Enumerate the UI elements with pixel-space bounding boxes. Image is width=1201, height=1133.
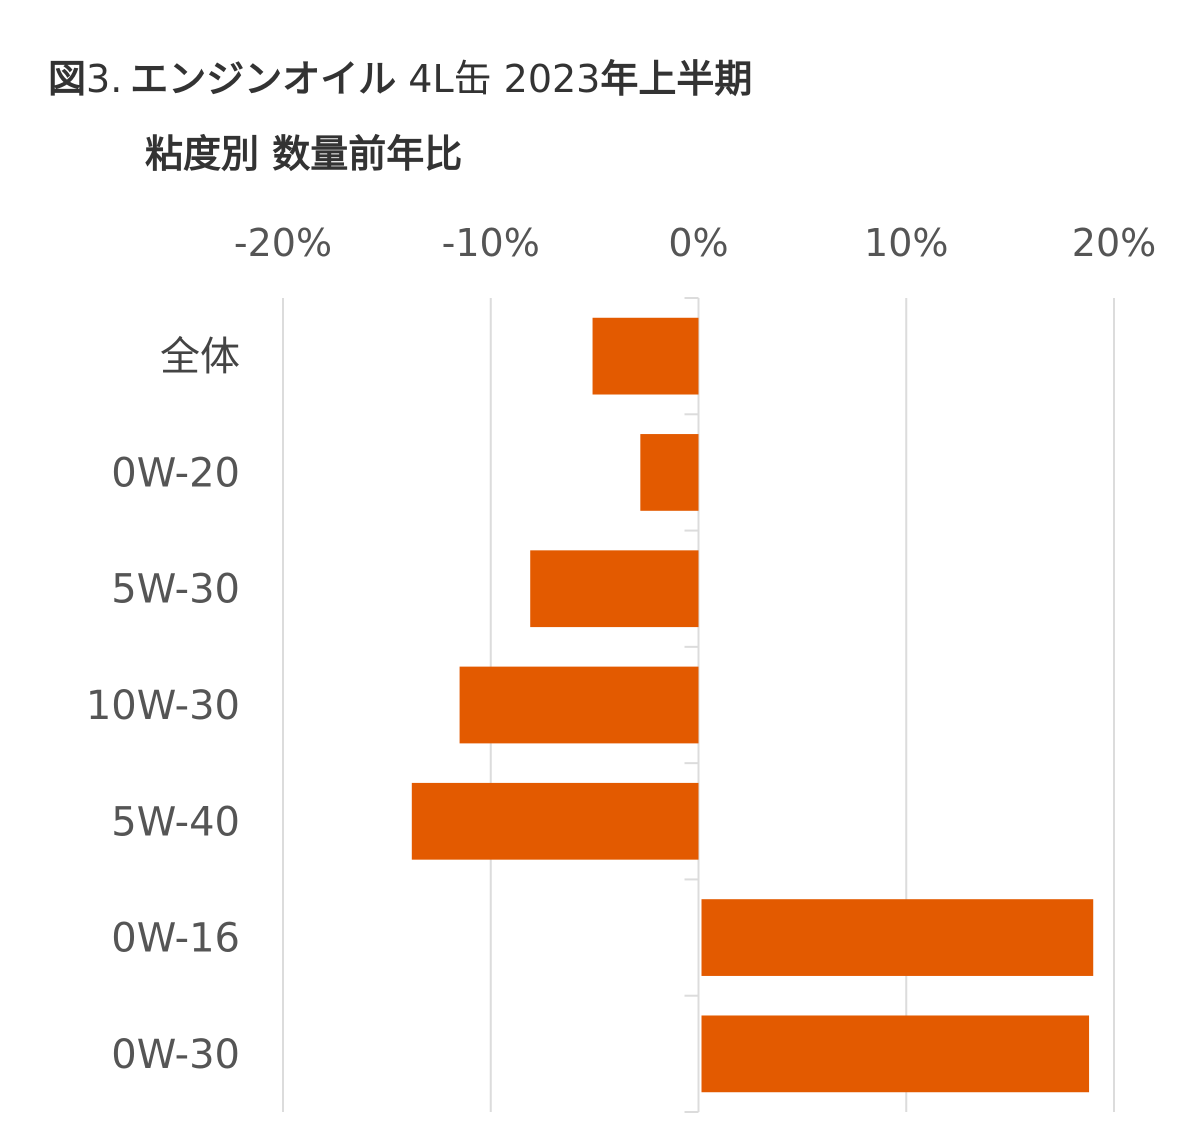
- title-part1: エンジンオイル: [130, 57, 396, 101]
- title-part2: 4L缶: [408, 57, 491, 101]
- title-number: 3.: [86, 57, 122, 101]
- x-tick-label: 0%: [668, 221, 728, 265]
- title-part3: 2023: [504, 57, 601, 101]
- category-label: 10W-30: [86, 683, 240, 729]
- bars: [411, 317, 1094, 1093]
- category-label: 0W-30: [111, 1032, 240, 1078]
- chart-title-line2: 粘度別 数量前年比: [145, 132, 462, 176]
- title-part4: 年上半期: [600, 57, 752, 101]
- bar: [411, 782, 699, 860]
- bar: [640, 434, 699, 511]
- category-label: 0W-20: [111, 450, 240, 496]
- x-tick-label: -10%: [442, 221, 540, 265]
- category-label: 0W-16: [111, 916, 240, 962]
- title-prefix: 図: [48, 57, 86, 101]
- category-labels: 全体 0W-20 5W-30 10W-30 5W-40 0W-16 0W-30: [86, 334, 240, 1078]
- bar: [701, 899, 1094, 976]
- x-tick-label: 10%: [864, 221, 948, 265]
- category-label: 5W-40: [111, 799, 240, 845]
- bar: [701, 1015, 1090, 1093]
- bar: [592, 317, 699, 395]
- chart-title-line1: 図3. エンジンオイル 4L缶 2023年上半期: [48, 57, 752, 101]
- x-tick-label: 20%: [1072, 221, 1156, 265]
- x-tick-label: -20%: [234, 221, 332, 265]
- bar: [459, 666, 699, 744]
- bar: [530, 550, 699, 628]
- x-tick-labels: -20% -10% 0% 10% 20%: [234, 221, 1156, 265]
- category-label: 全体: [160, 334, 240, 380]
- category-label: 5W-30: [111, 567, 240, 613]
